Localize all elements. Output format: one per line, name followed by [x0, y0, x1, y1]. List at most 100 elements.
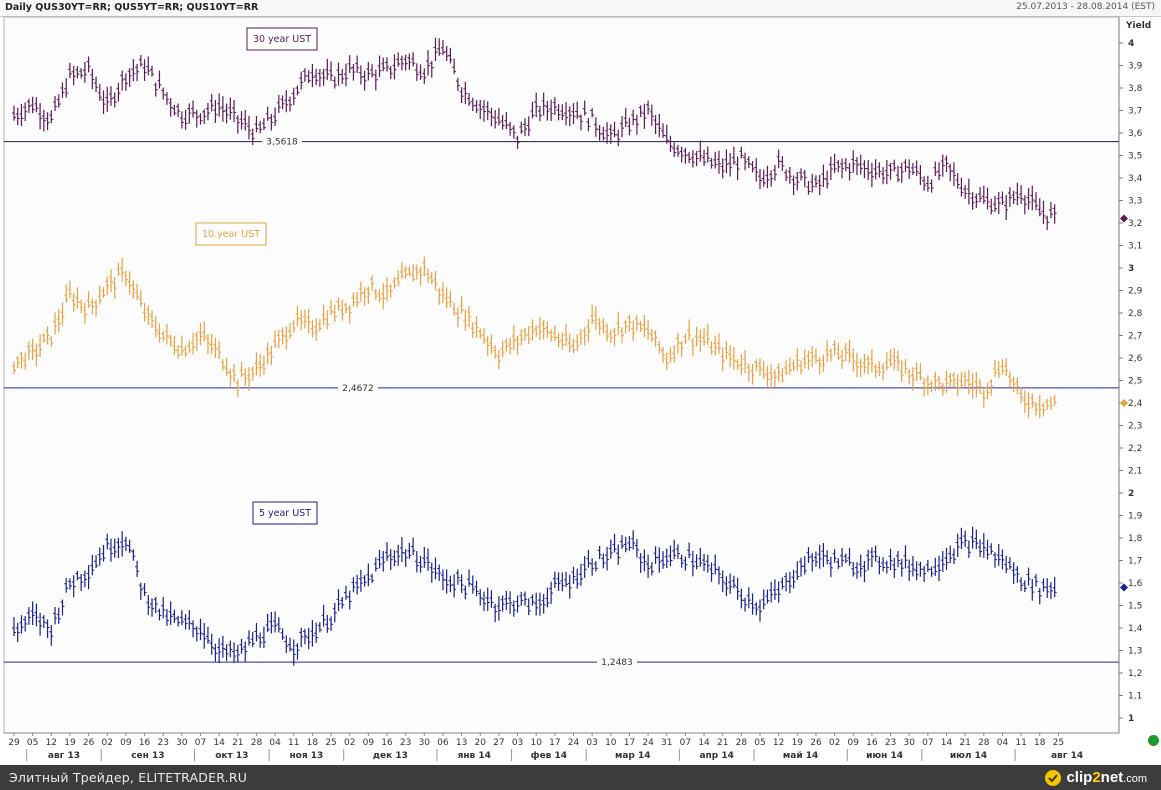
- x-day-label: 19: [64, 738, 76, 748]
- footer-bar: Элитный Трейдер, ELITETRADER.RU clip2net…: [0, 765, 1161, 790]
- y-tick-label: 2: [1128, 489, 1134, 499]
- series-us10: [12, 256, 1057, 419]
- y-tick-label: 1,7: [1128, 557, 1142, 567]
- y-tick-label: 2,2: [1128, 444, 1142, 454]
- y-tick-label: 3,9: [1128, 62, 1143, 72]
- date-range: 25.07.2013 - 28.08.2014 (EST): [1016, 2, 1155, 12]
- x-day-label: 19: [792, 738, 804, 748]
- reference-label: 2,4672: [342, 384, 374, 394]
- x-day-label: 06: [437, 738, 449, 748]
- x-day-label: 28: [251, 738, 263, 748]
- y-tick-label: 2,7: [1128, 332, 1142, 342]
- x-day-label: 12: [773, 738, 784, 748]
- x-day-label: 14: [941, 738, 953, 748]
- x-day-label: 16: [866, 738, 878, 748]
- x-month-label: окт 13: [215, 751, 248, 761]
- x-day-label: 02: [102, 738, 113, 748]
- x-day-label: 14: [213, 738, 225, 748]
- reference-label-bg: [262, 135, 302, 147]
- y-tick-label: 1,1: [1128, 692, 1142, 702]
- last-value-marker: [1120, 583, 1128, 592]
- series-us5: [12, 526, 1057, 666]
- reference-label: 1,2483: [601, 658, 633, 668]
- plot-area: [3, 16, 1120, 734]
- y-tick-label: 3: [1128, 264, 1134, 274]
- y-tick-label: 2,6: [1128, 354, 1143, 364]
- x-day-label: 25: [1053, 738, 1064, 748]
- x-month-label: фев 14: [531, 751, 567, 761]
- footer-attribution: Элитный Трейдер, ELITETRADER.RU: [9, 770, 248, 785]
- y-tick-label: 1,8: [1128, 534, 1143, 544]
- x-day-label: 13: [456, 738, 467, 748]
- logo-two: 2: [1092, 769, 1101, 786]
- legend-label: 30 year UST: [253, 34, 311, 45]
- x-day-label: 14: [698, 738, 710, 748]
- x-day-label: 23: [157, 738, 168, 748]
- x-day-label: 09: [848, 738, 860, 748]
- x-month-label: ноя 13: [289, 751, 323, 761]
- y-tick-label: 1,3: [1128, 647, 1142, 657]
- x-day-label: 11: [288, 738, 299, 748]
- x-day-label: 10: [605, 738, 617, 748]
- logo-clip: clip: [1066, 769, 1093, 786]
- legend-label: 10 year UST: [202, 229, 260, 240]
- y-tick-label: 3,4: [1128, 174, 1143, 184]
- x-day-label: 16: [139, 738, 151, 748]
- legend-box: [246, 27, 318, 51]
- x-day-label: 18: [1034, 738, 1046, 748]
- x-day-label: 16: [381, 738, 393, 748]
- x-day-label: 31: [661, 738, 672, 748]
- legend-box: [252, 501, 318, 525]
- x-day-label: 30: [419, 738, 431, 748]
- logo-com: .com: [1123, 773, 1147, 785]
- last-value-marker: [1120, 399, 1128, 407]
- x-day-label: 07: [922, 738, 933, 748]
- y-tick-label: 3,3: [1128, 197, 1142, 207]
- series-us30: [12, 37, 1057, 230]
- x-day-label: 21: [959, 738, 970, 748]
- x-day-label: 17: [549, 738, 560, 748]
- x-day-label: 23: [885, 738, 896, 748]
- logo-net: net: [1100, 769, 1124, 786]
- x-day-label: 04: [997, 738, 1009, 748]
- x-day-label: 10: [530, 738, 542, 748]
- x-day-label: 03: [586, 738, 597, 748]
- y-tick-label: 1,2: [1128, 669, 1142, 679]
- y-tick-label: 2,1: [1128, 467, 1142, 477]
- last-value-marker: [1120, 214, 1128, 223]
- legend-box: [195, 222, 267, 246]
- y-tick-label: 3,8: [1128, 84, 1143, 94]
- y-tick-label: 2,3: [1128, 422, 1142, 432]
- y-tick-label: 2,8: [1128, 309, 1143, 319]
- x-day-label: 07: [680, 738, 691, 748]
- x-month-label: янв 14: [458, 751, 491, 761]
- x-day-label: 21: [232, 738, 243, 748]
- x-month-label: апр 14: [699, 751, 733, 761]
- y-axis-title: Yield: [1125, 21, 1151, 31]
- y-tick-label: 2,5: [1128, 377, 1142, 387]
- x-day-label: 07: [195, 738, 206, 748]
- y-tick-label: 1,9: [1128, 512, 1143, 522]
- y-tick-label: 3,7: [1128, 107, 1142, 117]
- y-tick-label: 1,6: [1128, 579, 1143, 589]
- x-month-label: сен 13: [131, 751, 164, 761]
- x-month-label: авг 14: [1051, 751, 1083, 761]
- y-tick-label: 1: [1128, 714, 1134, 724]
- x-day-label: 30: [176, 738, 188, 748]
- y-tick-label: 2,9: [1128, 287, 1143, 297]
- x-month-label: май 14: [783, 751, 818, 761]
- x-day-label: 24: [568, 738, 580, 748]
- x-day-label: 03: [512, 738, 523, 748]
- x-day-label: 12: [46, 738, 57, 748]
- x-day-label: 18: [307, 738, 319, 748]
- y-tick-label: 3,2: [1128, 219, 1142, 229]
- x-day-label: 30: [903, 738, 915, 748]
- status-indicator: [1148, 735, 1159, 746]
- x-day-label: 21: [717, 738, 728, 748]
- x-day-label: 05: [754, 738, 765, 748]
- x-month-label: дек 13: [373, 751, 408, 761]
- x-month-label: авг 13: [48, 751, 80, 761]
- y-tick-label: 1,5: [1128, 602, 1142, 612]
- x-day-label: 20: [475, 738, 487, 748]
- x-day-label: 28: [978, 738, 990, 748]
